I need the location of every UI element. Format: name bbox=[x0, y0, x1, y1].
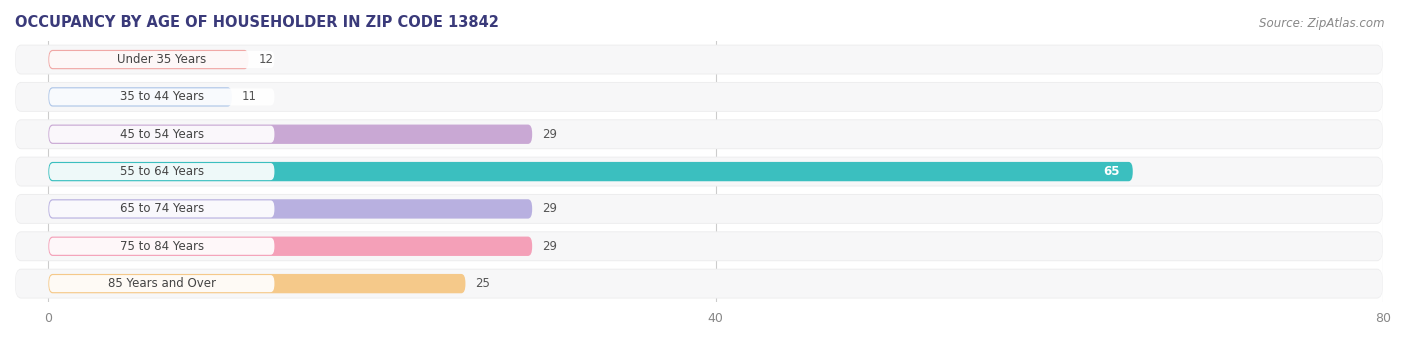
FancyBboxPatch shape bbox=[15, 82, 1384, 112]
FancyBboxPatch shape bbox=[15, 157, 1382, 186]
FancyBboxPatch shape bbox=[48, 237, 531, 256]
FancyBboxPatch shape bbox=[15, 119, 1384, 149]
FancyBboxPatch shape bbox=[49, 200, 274, 218]
FancyBboxPatch shape bbox=[48, 124, 531, 144]
FancyBboxPatch shape bbox=[15, 270, 1382, 298]
FancyBboxPatch shape bbox=[15, 231, 1384, 261]
Text: Source: ZipAtlas.com: Source: ZipAtlas.com bbox=[1260, 17, 1385, 30]
Text: 25: 25 bbox=[475, 277, 491, 290]
Text: 45 to 54 Years: 45 to 54 Years bbox=[120, 128, 204, 141]
FancyBboxPatch shape bbox=[49, 238, 274, 255]
Text: OCCUPANCY BY AGE OF HOUSEHOLDER IN ZIP CODE 13842: OCCUPANCY BY AGE OF HOUSEHOLDER IN ZIP C… bbox=[15, 15, 499, 30]
Text: 11: 11 bbox=[242, 90, 257, 103]
Text: 29: 29 bbox=[543, 240, 557, 253]
FancyBboxPatch shape bbox=[15, 195, 1382, 223]
FancyBboxPatch shape bbox=[49, 163, 274, 180]
Text: 65 to 74 Years: 65 to 74 Years bbox=[120, 202, 204, 216]
FancyBboxPatch shape bbox=[15, 83, 1382, 111]
FancyBboxPatch shape bbox=[48, 274, 465, 293]
FancyBboxPatch shape bbox=[48, 87, 232, 106]
Text: 29: 29 bbox=[543, 128, 557, 141]
FancyBboxPatch shape bbox=[48, 199, 531, 219]
Text: Under 35 Years: Under 35 Years bbox=[117, 53, 207, 66]
FancyBboxPatch shape bbox=[49, 275, 274, 292]
Text: 12: 12 bbox=[259, 53, 274, 66]
Text: 55 to 64 Years: 55 to 64 Years bbox=[120, 165, 204, 178]
FancyBboxPatch shape bbox=[15, 194, 1384, 224]
FancyBboxPatch shape bbox=[48, 162, 1133, 181]
Text: 75 to 84 Years: 75 to 84 Years bbox=[120, 240, 204, 253]
Text: 65: 65 bbox=[1102, 165, 1119, 178]
FancyBboxPatch shape bbox=[49, 126, 274, 143]
FancyBboxPatch shape bbox=[15, 120, 1382, 148]
FancyBboxPatch shape bbox=[15, 269, 1384, 299]
Text: 29: 29 bbox=[543, 202, 557, 216]
FancyBboxPatch shape bbox=[15, 45, 1384, 74]
FancyBboxPatch shape bbox=[49, 88, 274, 105]
FancyBboxPatch shape bbox=[15, 232, 1382, 260]
FancyBboxPatch shape bbox=[15, 157, 1384, 187]
FancyBboxPatch shape bbox=[48, 50, 249, 69]
Text: 85 Years and Over: 85 Years and Over bbox=[108, 277, 215, 290]
Text: 35 to 44 Years: 35 to 44 Years bbox=[120, 90, 204, 103]
FancyBboxPatch shape bbox=[49, 51, 274, 68]
FancyBboxPatch shape bbox=[15, 46, 1382, 73]
